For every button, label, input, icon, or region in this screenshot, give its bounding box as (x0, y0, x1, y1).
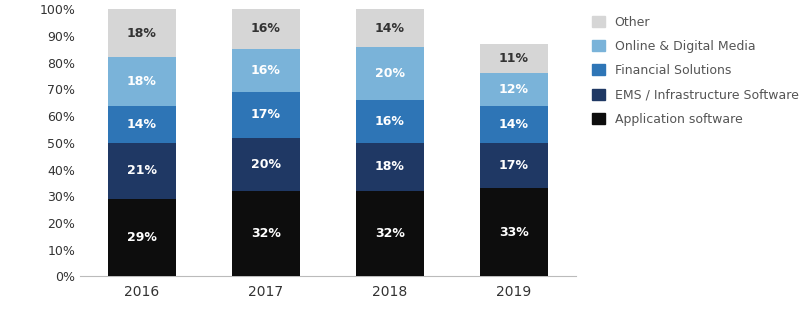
Legend: Other, Online & Digital Media, Financial Solutions, EMS / Infrastructure Softwar: Other, Online & Digital Media, Financial… (592, 16, 798, 126)
Bar (232, 92, 300, 138)
Bar (108, 143, 176, 199)
Text: 18%: 18% (375, 160, 405, 173)
Text: 29%: 29% (127, 231, 157, 244)
Text: 16%: 16% (251, 64, 281, 77)
Bar (108, 9, 176, 57)
Bar (232, 49, 300, 92)
Text: 18%: 18% (127, 27, 157, 40)
Text: 16%: 16% (251, 22, 281, 35)
Text: 16%: 16% (375, 115, 405, 128)
Bar (232, 191, 300, 276)
Bar (356, 100, 424, 143)
Bar (108, 57, 176, 106)
Text: 33%: 33% (499, 226, 529, 239)
Bar (480, 188, 548, 276)
Bar (480, 44, 548, 73)
Text: 14%: 14% (127, 118, 157, 131)
Bar (232, 7, 300, 49)
Text: 32%: 32% (251, 227, 281, 240)
Bar (356, 143, 424, 191)
Text: 32%: 32% (375, 227, 405, 240)
Text: 18%: 18% (127, 75, 157, 88)
Bar (232, 138, 300, 191)
Text: 17%: 17% (251, 108, 281, 121)
Text: 11%: 11% (499, 52, 529, 65)
Bar (356, 191, 424, 276)
Text: 21%: 21% (127, 165, 157, 177)
Bar (480, 143, 548, 188)
Text: 20%: 20% (251, 158, 281, 171)
Bar (356, 9, 424, 47)
Text: 14%: 14% (375, 22, 405, 35)
Bar (108, 106, 176, 143)
Text: 14%: 14% (499, 118, 529, 131)
Text: 12%: 12% (499, 83, 529, 96)
Text: 17%: 17% (499, 159, 529, 172)
Bar (356, 47, 424, 100)
Text: 20%: 20% (375, 67, 405, 80)
Bar (480, 73, 548, 106)
Bar (108, 199, 176, 276)
Bar (480, 106, 548, 143)
